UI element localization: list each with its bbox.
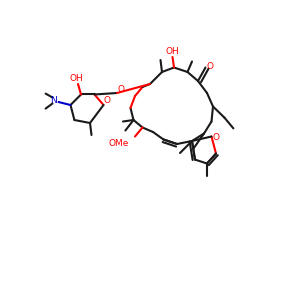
Text: N: N [50,96,57,105]
Text: OH: OH [70,74,84,83]
Text: O: O [206,62,213,71]
Text: OH: OH [165,47,179,56]
Text: O: O [103,96,110,105]
Text: O: O [117,85,124,94]
Text: O: O [213,133,220,142]
Text: OMe: OMe [108,139,129,148]
